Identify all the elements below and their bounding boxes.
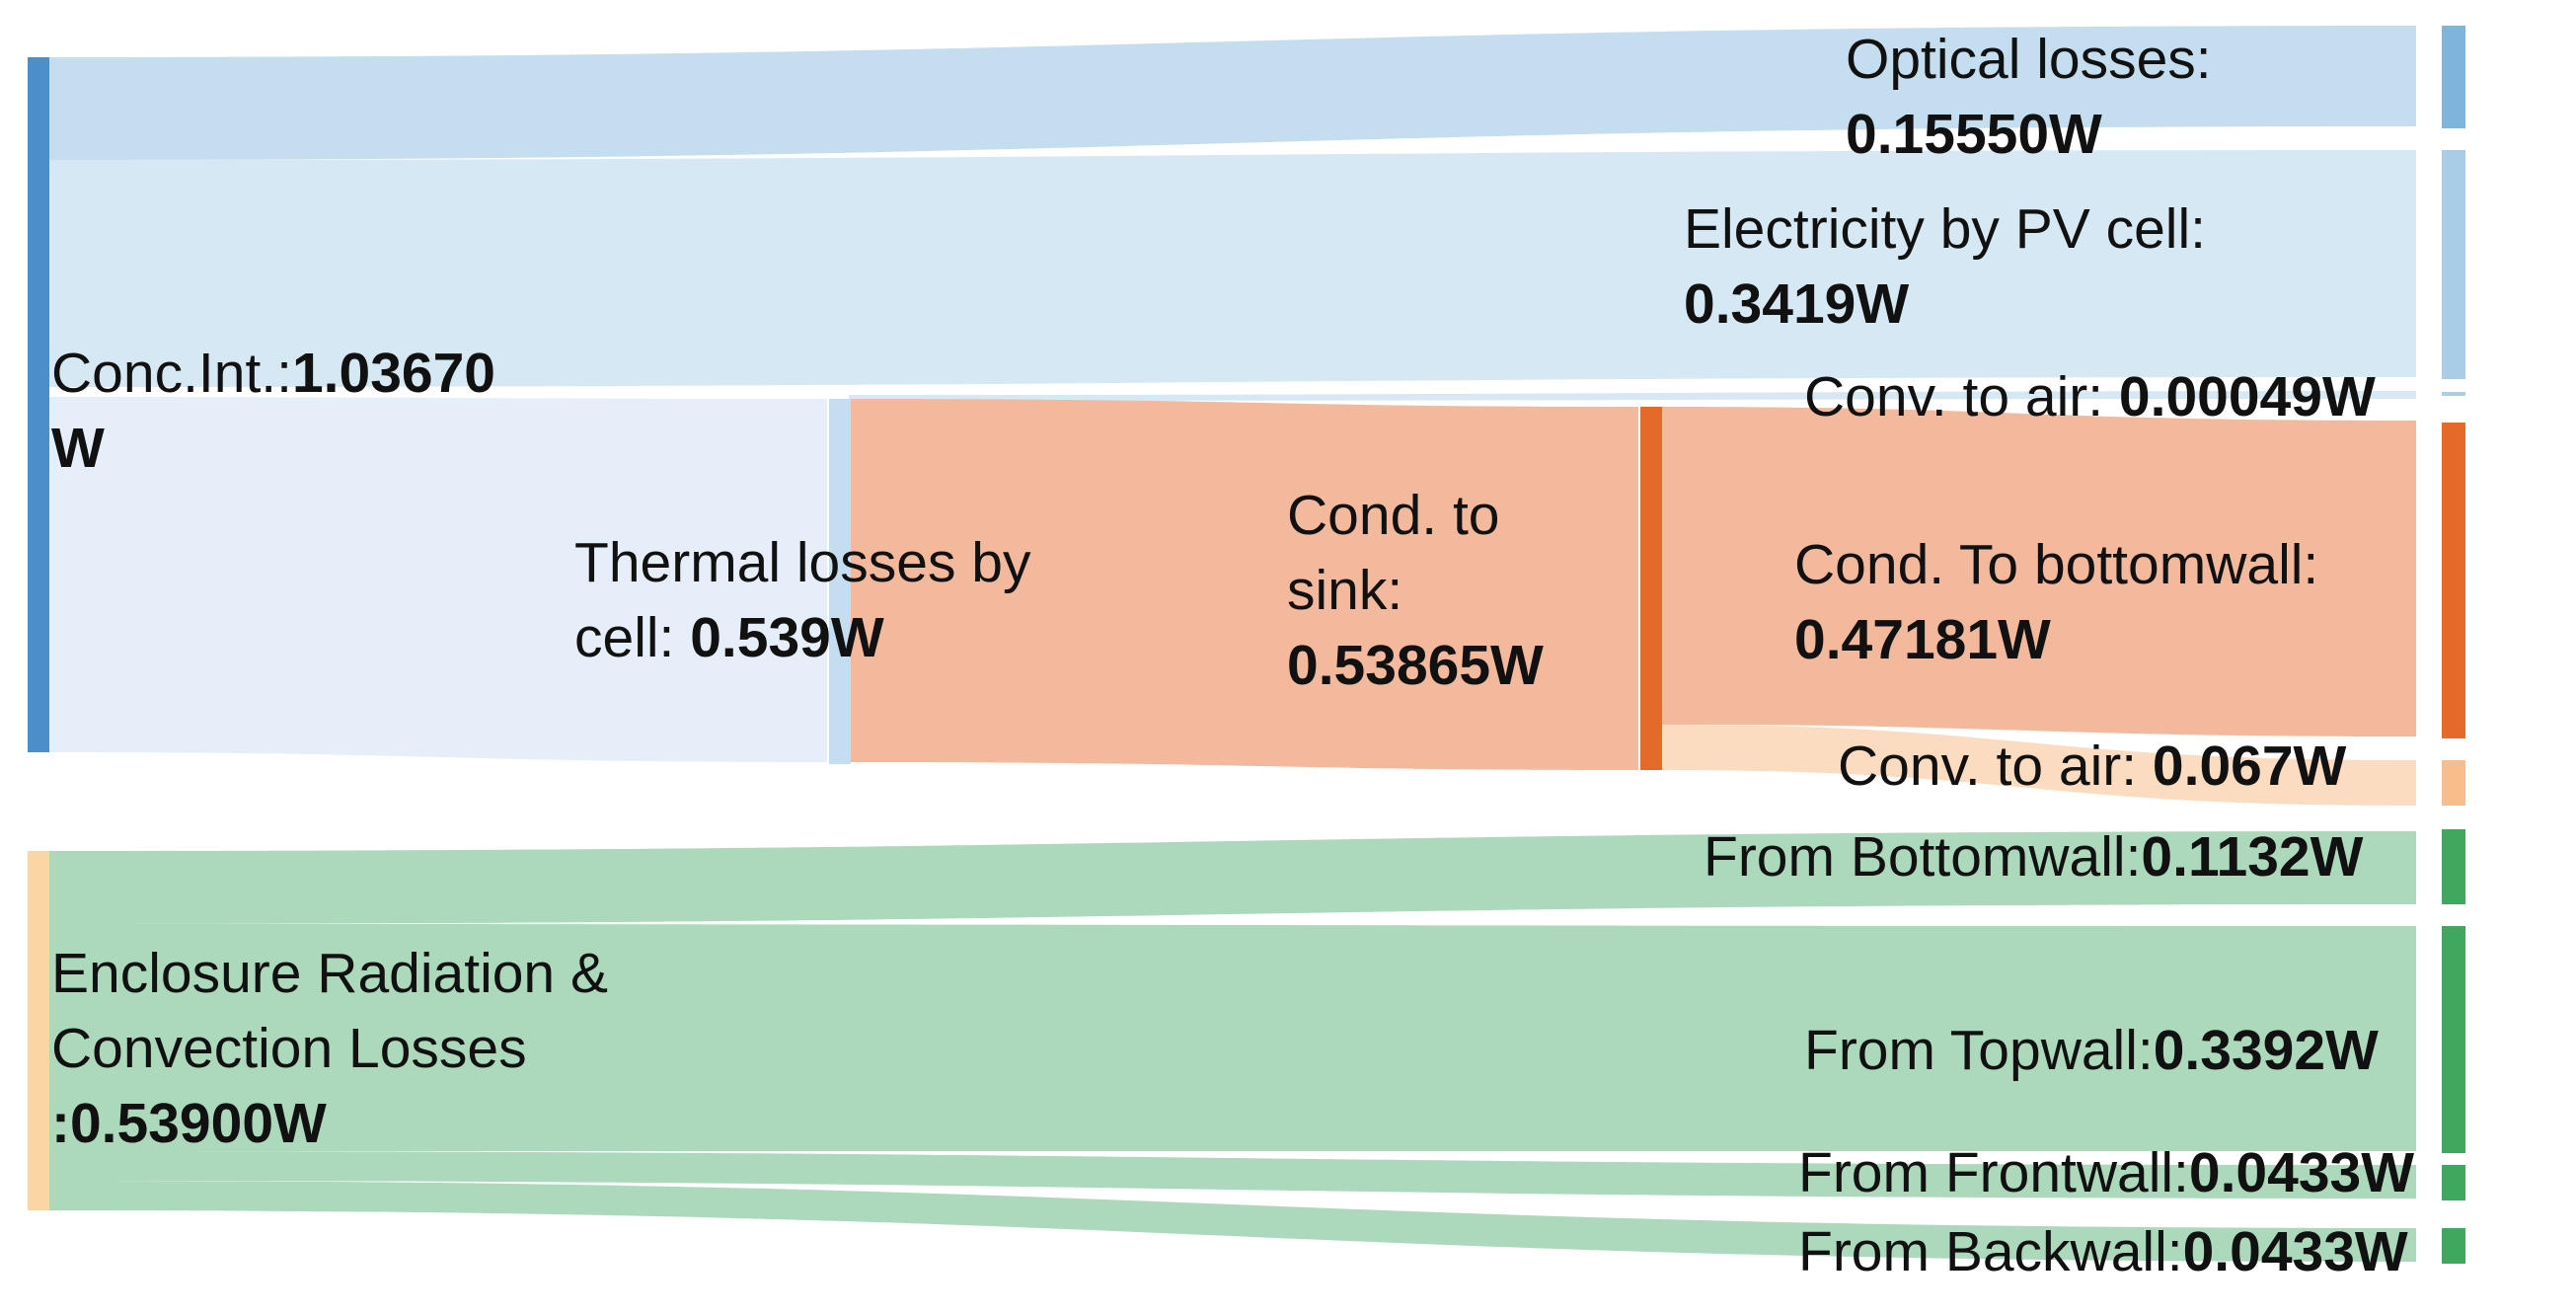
flow-enclosure-to-topwall <box>49 924 2416 1151</box>
label-conv-air-2: Conv. to air: 0.067W <box>1838 729 2346 804</box>
flow-conc-to-thermal <box>49 397 827 762</box>
label-from-front-name: From Frontwall: <box>1798 1141 2189 1204</box>
label-cond-sink-line1: Cond. to <box>1287 484 1500 547</box>
node-from-topwall <box>2442 926 2465 1153</box>
node-conc-int <box>28 57 49 752</box>
label-conc-int-unit: W <box>51 417 105 480</box>
label-cond-bottom-name: Cond. To bottomwall: <box>1794 533 2319 596</box>
label-electricity-name: Electricity by PV cell: <box>1684 197 2206 261</box>
nodes <box>28 26 2465 1264</box>
label-optical-losses: Optical losses: 0.15550W <box>1846 22 2212 172</box>
label-enclosure: Enclosure Radiation & Convection Losses … <box>51 936 608 1161</box>
label-conv-air-1-name: Conv. to air: <box>1804 365 2119 428</box>
label-enclosure-line2: Convection Losses <box>51 1017 527 1080</box>
label-from-front-value: 0.0433W <box>2188 1141 2415 1204</box>
label-cond-bottomwall: Cond. To bottomwall: 0.47181W <box>1794 527 2318 677</box>
label-cond-bottom-value: 0.47181W <box>1794 608 2051 671</box>
label-optical-name: Optical losses: <box>1846 28 2212 91</box>
label-cond-sink-value: 0.53865W <box>1287 634 1544 697</box>
node-from-frontwall <box>2442 1165 2465 1200</box>
label-from-bottom-value: 0.1132W <box>2141 825 2364 889</box>
flow-conc-to-optical <box>49 26 2416 160</box>
flow-sink-to-bottomwall <box>1662 407 2416 736</box>
node-from-backwall <box>2442 1228 2465 1264</box>
label-thermal-line1: Thermal losses by <box>574 531 1031 594</box>
label-from-topwall: From Topwall:0.3392W <box>1804 1013 2379 1088</box>
label-from-bottom-name: From Bottomwall: <box>1704 825 2142 889</box>
node-conv-air-2 <box>2442 760 2465 806</box>
flow-enclosure-to-frontwall <box>49 1151 2416 1199</box>
label-enclosure-line1: Enclosure Radiation & <box>51 942 608 1005</box>
flow-links <box>49 26 2416 1262</box>
label-from-back-name: From Backwall: <box>1798 1220 2183 1283</box>
node-optical-losses <box>2442 26 2465 128</box>
label-thermal-losses: Thermal losses by cell: 0.539W <box>574 525 1031 675</box>
flow-conc-to-electricity <box>49 150 2416 387</box>
label-from-back-value: 0.0433W <box>2182 1220 2408 1283</box>
label-cond-to-sink: Cond. to sink: 0.53865W <box>1287 478 1544 703</box>
node-cond-to-sink <box>1640 407 1662 770</box>
node-electricity <box>2442 150 2465 379</box>
label-optical-value: 0.15550W <box>1846 103 2102 166</box>
label-electricity-value: 0.3419W <box>1684 272 1910 336</box>
label-conc-int-name: Conc.Int.: <box>51 342 292 405</box>
label-from-top-value: 0.3392W <box>2153 1019 2379 1082</box>
flow-enclosure-to-backwall <box>49 1181 2416 1262</box>
label-conc-int: Conc.Int.:1.03670 W <box>51 336 495 486</box>
label-electricity: Electricity by PV cell: 0.3419W <box>1684 192 2206 342</box>
label-from-frontwall: From Frontwall:0.0433W <box>1798 1135 2414 1210</box>
flow-enclosure-to-bottomwall <box>49 831 2416 924</box>
label-cond-sink-line2: sink: <box>1287 559 1403 622</box>
label-thermal-line2: cell: <box>574 606 691 669</box>
node-conv-air-1 <box>2442 392 2465 396</box>
label-enclosure-value: :0.53900W <box>51 1092 327 1155</box>
node-thermal-losses <box>829 399 851 764</box>
label-from-backwall: From Backwall:0.0433W <box>1798 1214 2408 1289</box>
node-from-bottomwall <box>2442 829 2465 904</box>
label-conv-air-1: Conv. to air: 0.00049W <box>1804 359 2376 434</box>
flow-sink-to-conv-air <box>1662 725 2416 806</box>
label-conv-air-2-name: Conv. to air: <box>1838 735 2153 798</box>
label-from-top-name: From Topwall: <box>1804 1019 2154 1082</box>
label-conv-air-1-value: 0.00049W <box>2118 365 2376 428</box>
label-from-bottomwall: From Bottomwall:0.1132W <box>1704 819 2363 894</box>
label-conc-int-value: 1.03670 <box>291 342 495 405</box>
label-conv-air-2-value: 0.067W <box>2152 735 2347 798</box>
label-thermal-value: 0.539W <box>690 606 884 669</box>
node-cond-bottomwall <box>2442 423 2465 738</box>
node-enclosure <box>28 851 49 1210</box>
flow-thermal-to-cond-sink <box>849 399 1638 770</box>
flow-thermal-to-conv-air <box>849 391 2416 401</box>
